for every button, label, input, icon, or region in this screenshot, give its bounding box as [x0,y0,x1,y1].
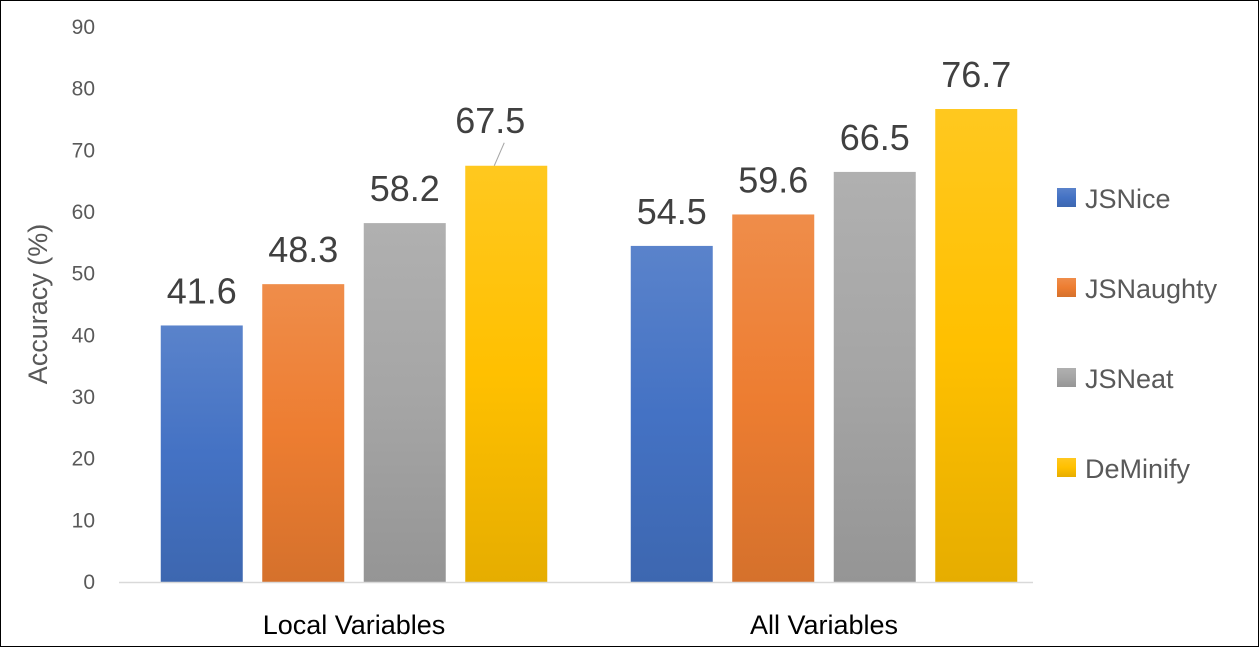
bar-jsnaughty-0 [262,284,345,582]
value-label-jsnice-1: 54.5 [637,191,707,232]
value-label-jsnaughty-0: 48.3 [268,229,338,270]
x-category-label: Local Variables [263,610,446,640]
value-label-deminify-1: 76.7 [941,54,1011,95]
y-tick-label: 10 [72,509,95,532]
legend-swatch-jsneat [1057,368,1076,387]
y-tick-label: 30 [72,386,95,409]
value-label-jsneat-1: 66.5 [840,117,910,158]
y-tick-label: 40 [72,324,95,347]
legend-label-jsnice: JSNice [1085,184,1171,214]
y-axis-title: Accuracy (%) [23,224,53,385]
value-label-jsnaughty-1: 59.6 [738,159,808,200]
y-tick-label: 90 [72,16,95,39]
y-axis: 0 10 20 30 40 50 60 70 80 90 [72,16,95,594]
bar-jsnaughty-1 [732,214,815,582]
y-tick-label: 20 [72,448,95,471]
bar-jsneat-0 [363,223,446,582]
y-tick-label: 50 [72,263,95,286]
value-label-jsnice-0: 41.6 [167,270,237,311]
y-tick-label: 60 [72,201,95,224]
legend-swatch-jsnice [1057,188,1076,207]
value-label-jsneat-0: 58.2 [370,168,440,209]
bars [160,109,1018,583]
bar-jsneat-1 [833,171,916,582]
value-label-leader-line [493,142,505,166]
y-tick-label: 70 [72,139,95,162]
legend: JSNice JSNaughty JSNeat DeMinify [1057,184,1218,484]
y-tick-label: 80 [72,78,95,101]
x-axis: Local Variables All Variables [119,581,1033,640]
bar-jsnice-0 [160,325,243,582]
legend-label-jsnaughty: JSNaughty [1085,274,1218,304]
value-label-deminify-0: 67.5 [455,100,525,141]
bar-deminify-1 [935,109,1018,583]
x-category-label: All Variables [750,610,898,640]
y-tick-label: 0 [83,571,95,594]
bar-deminify-0 [465,165,548,582]
legend-swatch-deminify [1057,458,1076,477]
legend-label-deminify: DeMinify [1085,454,1191,484]
legend-swatch-jsnaughty [1057,278,1076,297]
legend-label-jsneat: JSNeat [1085,364,1174,394]
value-labels: 41.6 48.3 58.2 67.5 54.5 59.6 66.5 76.7 [167,54,1012,311]
bar-jsnice-1 [630,245,713,582]
